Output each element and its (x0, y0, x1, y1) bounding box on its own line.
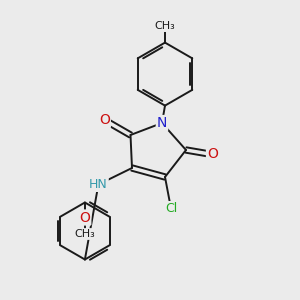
Text: O: O (207, 148, 218, 161)
Text: CH₃: CH₃ (74, 229, 95, 239)
Text: O: O (99, 113, 110, 127)
Text: HN: HN (89, 178, 108, 191)
Text: N: N (157, 116, 167, 130)
Text: Cl: Cl (165, 202, 177, 215)
Text: O: O (80, 211, 90, 224)
Text: CH₃: CH₃ (154, 21, 176, 31)
